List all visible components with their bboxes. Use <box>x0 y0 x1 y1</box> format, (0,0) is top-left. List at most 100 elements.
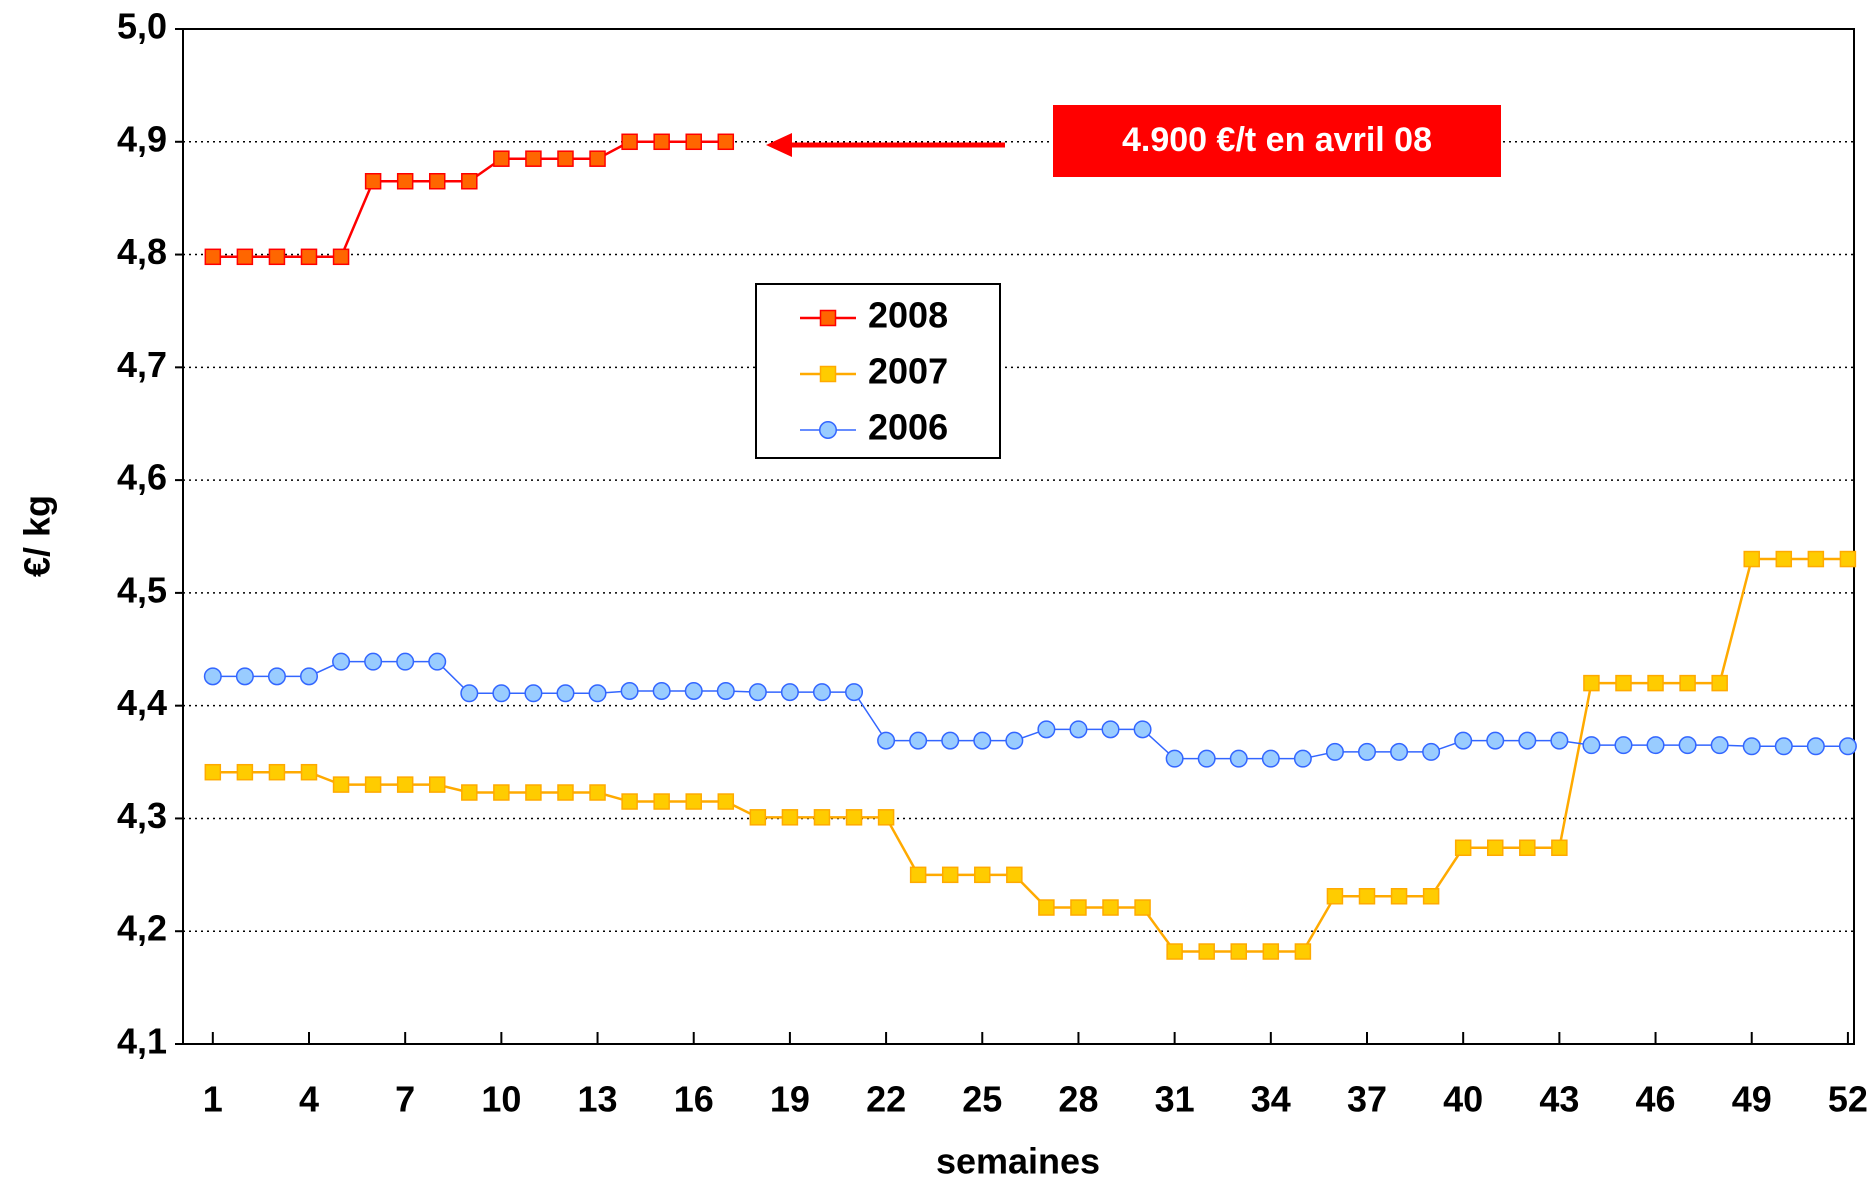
x-axis-label: semaines <box>936 1141 1100 1182</box>
annotation: 4.900 €/t en avril 08 <box>1122 121 1432 159</box>
plot-area <box>175 28 1857 1045</box>
marker <box>1454 731 1473 750</box>
x-tick-label: 34 <box>1251 1079 1291 1120</box>
marker <box>1006 866 1023 884</box>
marker <box>1422 742 1441 761</box>
marker <box>1614 736 1633 755</box>
marker <box>812 683 831 702</box>
marker <box>235 667 254 686</box>
marker <box>877 731 896 750</box>
x-tick-label: 13 <box>578 1079 618 1120</box>
marker <box>589 784 606 801</box>
marker <box>1070 899 1087 916</box>
marker <box>877 809 895 826</box>
marker <box>493 150 510 167</box>
marker <box>1678 736 1697 755</box>
marker <box>1357 742 1376 761</box>
marker <box>1037 720 1056 739</box>
marker <box>557 150 574 167</box>
annotation-arrowhead <box>766 133 792 157</box>
legend-label: 2006 <box>868 407 948 448</box>
marker <box>653 793 670 810</box>
marker <box>1646 736 1665 755</box>
marker <box>819 365 837 383</box>
marker <box>1165 749 1184 768</box>
marker <box>461 784 478 801</box>
marker <box>621 133 638 151</box>
marker <box>428 652 447 671</box>
marker <box>1742 737 1761 756</box>
y-tick-label: 4,1 <box>117 1021 167 1062</box>
marker <box>364 173 382 190</box>
marker <box>1005 731 1024 750</box>
legend-label: 2007 <box>868 351 948 392</box>
marker <box>203 667 222 686</box>
marker <box>1133 720 1152 739</box>
marker <box>236 248 254 266</box>
marker <box>396 173 414 190</box>
x-tick-label: 16 <box>674 1079 714 1120</box>
y-tick-label: 4,2 <box>117 908 167 949</box>
marker <box>1647 674 1664 692</box>
marker <box>716 682 735 701</box>
legend-box <box>755 283 1001 459</box>
marker <box>819 309 837 327</box>
marker <box>1293 749 1312 768</box>
marker <box>1102 899 1119 916</box>
marker <box>1198 943 1215 960</box>
marker <box>1486 731 1505 750</box>
x-tick-label: 7 <box>395 1079 415 1120</box>
marker <box>973 731 992 750</box>
marker <box>1038 899 1055 916</box>
marker <box>780 683 799 702</box>
marker <box>1486 839 1504 857</box>
marker <box>652 682 671 701</box>
marker <box>364 652 383 671</box>
marker <box>268 763 286 781</box>
marker <box>974 866 991 884</box>
legend-label: 2008 <box>868 295 948 336</box>
marker <box>1229 749 1248 768</box>
marker <box>781 809 799 826</box>
marker <box>1518 731 1537 750</box>
marker <box>1101 720 1120 739</box>
y-tick-label: 4,4 <box>117 682 167 723</box>
x-tick-label: 31 <box>1155 1079 1195 1120</box>
x-tick-label: 46 <box>1636 1079 1676 1120</box>
marker <box>749 809 767 826</box>
marker <box>428 776 446 793</box>
marker <box>813 809 831 826</box>
marker <box>1583 674 1600 692</box>
marker <box>1294 943 1312 960</box>
marker <box>1325 742 1344 761</box>
x-tick-label: 43 <box>1539 1079 1579 1120</box>
legend: 2008 2007 2006 <box>755 283 1001 459</box>
marker <box>1550 731 1569 750</box>
marker <box>1390 742 1409 761</box>
marker <box>717 133 735 151</box>
y-axis-label: €/ kg <box>17 495 58 577</box>
marker <box>941 866 959 884</box>
marker <box>396 652 415 671</box>
marker <box>524 684 543 703</box>
marker <box>556 684 575 703</box>
marker <box>1839 550 1857 568</box>
y-tick-label: 4,8 <box>117 231 167 272</box>
series-line <box>212 140 726 259</box>
marker <box>300 248 318 266</box>
marker <box>461 173 478 190</box>
marker <box>748 683 767 702</box>
marker <box>1326 888 1344 905</box>
marker <box>236 763 254 781</box>
marker <box>1519 839 1536 857</box>
marker <box>653 133 670 151</box>
marker <box>267 667 286 686</box>
marker <box>204 763 222 781</box>
x-tick-label: 49 <box>1732 1079 1772 1120</box>
marker <box>1166 943 1183 960</box>
marker <box>819 421 837 439</box>
x-tick-label: 22 <box>866 1079 906 1120</box>
marker <box>588 684 607 703</box>
marker <box>268 248 286 266</box>
marker <box>685 793 702 810</box>
